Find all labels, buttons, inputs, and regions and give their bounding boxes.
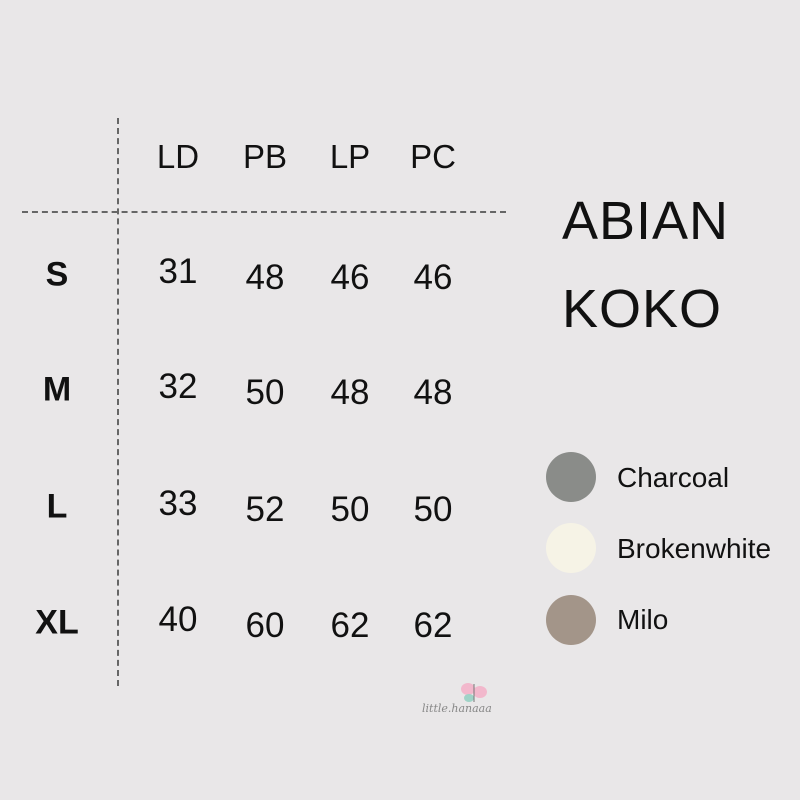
color-label: Charcoal [617,462,730,493]
table-cell: 50 [413,490,453,529]
product-title-line1: ABIAN [562,191,730,251]
table-cell: 40 [158,600,198,639]
size-label: M [42,370,72,409]
table-cell: 48 [413,373,453,412]
table-cell: 50 [245,373,285,412]
size-label: XL [35,603,79,642]
table-cell: 31 [158,252,198,291]
product-title-line2: KOKO [562,279,723,339]
table-cell: 60 [245,606,285,645]
table-cell: 46 [330,258,370,297]
column-header-lp: LP [329,138,371,175]
butterfly-icon [461,683,487,702]
table-cell: 50 [330,490,370,529]
column-header-pb: PB [242,138,288,175]
size-label: S [45,255,69,294]
vertical-divider [117,118,119,686]
size-label: L [46,487,68,526]
column-header-ld: LD [156,138,200,175]
table-cell: 46 [413,258,453,297]
table-cell: 32 [158,367,198,406]
color-swatch-milo [546,595,596,645]
brand-logo: little.hanaaa [420,680,530,720]
table-cell: 48 [245,258,285,297]
table-cell: 52 [245,490,285,529]
brand-logo-text: little.hanaaa [422,702,492,715]
color-label: Milo [617,604,669,635]
color-swatch-brokenwhite [546,523,596,573]
table-cell: 48 [330,373,370,412]
table-cell: 62 [413,606,453,645]
color-swatch-charcoal [546,452,596,502]
table-cell: 33 [158,484,198,523]
color-label: Brokenwhite [617,533,772,564]
table-cell: 62 [330,606,370,645]
column-header-pc: PC [410,138,456,175]
horizontal-divider [22,211,506,213]
